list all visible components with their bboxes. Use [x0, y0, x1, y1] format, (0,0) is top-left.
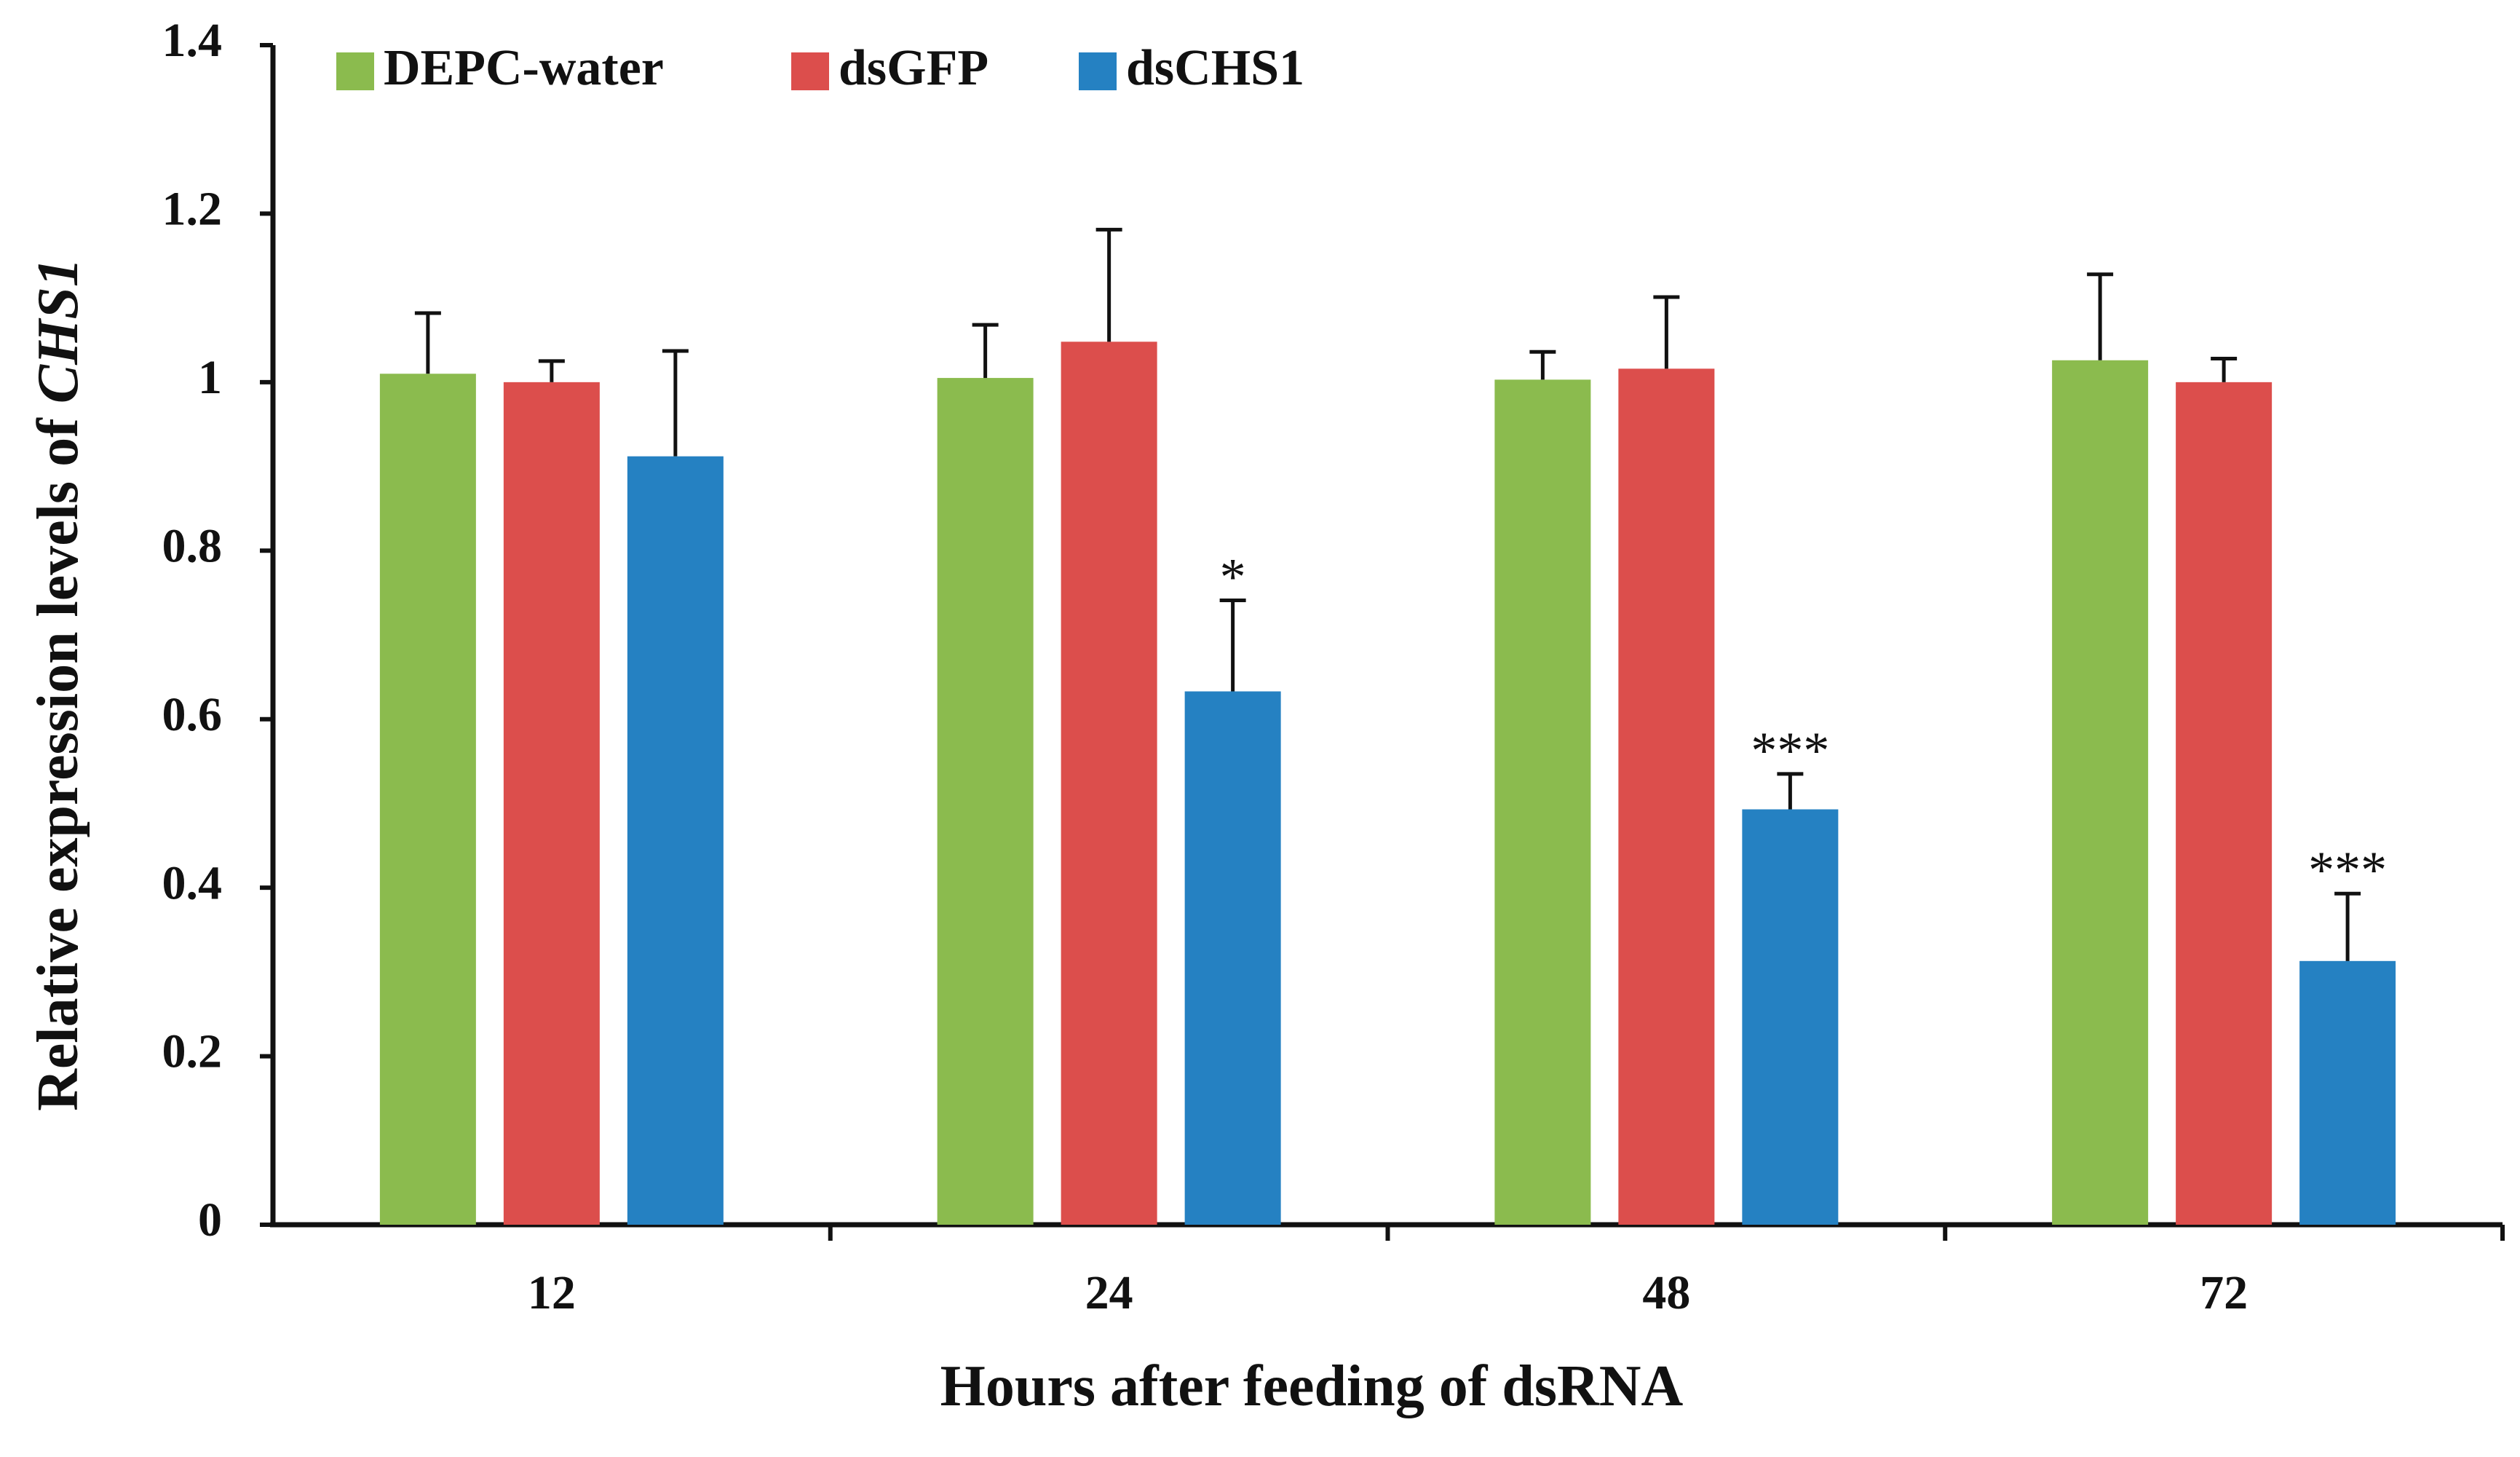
bar [1061, 341, 1157, 1225]
bars-layer: ******* [379, 227, 2396, 1225]
legend-swatch [336, 52, 374, 90]
y-tick-label: 0.6 [162, 688, 223, 741]
legend-label: dsCHS1 [1126, 40, 1304, 96]
y-tick-label: 1.2 [162, 183, 223, 236]
y-axis-label: Relative expression levels of CHS1 [26, 258, 90, 1111]
legend-label: DEPC-water [384, 40, 664, 96]
significance-label: *** [2308, 841, 2387, 899]
y-axis-label-prefix: Relative expression levels of [26, 403, 90, 1111]
y-tick-label: 1.4 [162, 14, 223, 67]
legend: DEPC-water dsGFP dsCHS1 [336, 40, 1304, 96]
bar [937, 378, 1034, 1225]
legend-swatch [1079, 52, 1117, 90]
bar [2176, 382, 2273, 1225]
y-tick-label: 0.8 [162, 519, 223, 572]
bar [379, 374, 476, 1225]
y-tick-label: 0 [198, 1193, 222, 1247]
svg-text:Relative expression levels of: Relative expression levels of CHS1 [26, 258, 90, 1111]
legend-label: dsGFP [839, 40, 988, 96]
bar [1184, 691, 1281, 1225]
x-tick-label: 12 [528, 1266, 576, 1319]
y-tick-label: 0.4 [162, 856, 223, 909]
x-tick-label: 48 [1642, 1266, 1690, 1319]
x-axis-label: Hours after feeding of dsRNA [940, 1354, 1684, 1418]
y-axis-label-gene: CHS1 [26, 258, 90, 403]
bar [1618, 368, 1715, 1225]
bar [1494, 379, 1591, 1225]
significance-label: *** [1751, 722, 1829, 780]
bar [1742, 809, 1839, 1225]
x-tick-label: 72 [2200, 1266, 2248, 1319]
bar [627, 456, 724, 1225]
bar [2299, 960, 2396, 1225]
bar [2052, 360, 2149, 1225]
bar [503, 382, 600, 1225]
y-tick-label: 0.2 [162, 1025, 223, 1078]
significance-label: * [1220, 548, 1246, 607]
x-tick-label: 24 [1085, 1266, 1133, 1319]
legend-swatch [791, 52, 829, 90]
y-tick-label: 1 [198, 351, 222, 404]
